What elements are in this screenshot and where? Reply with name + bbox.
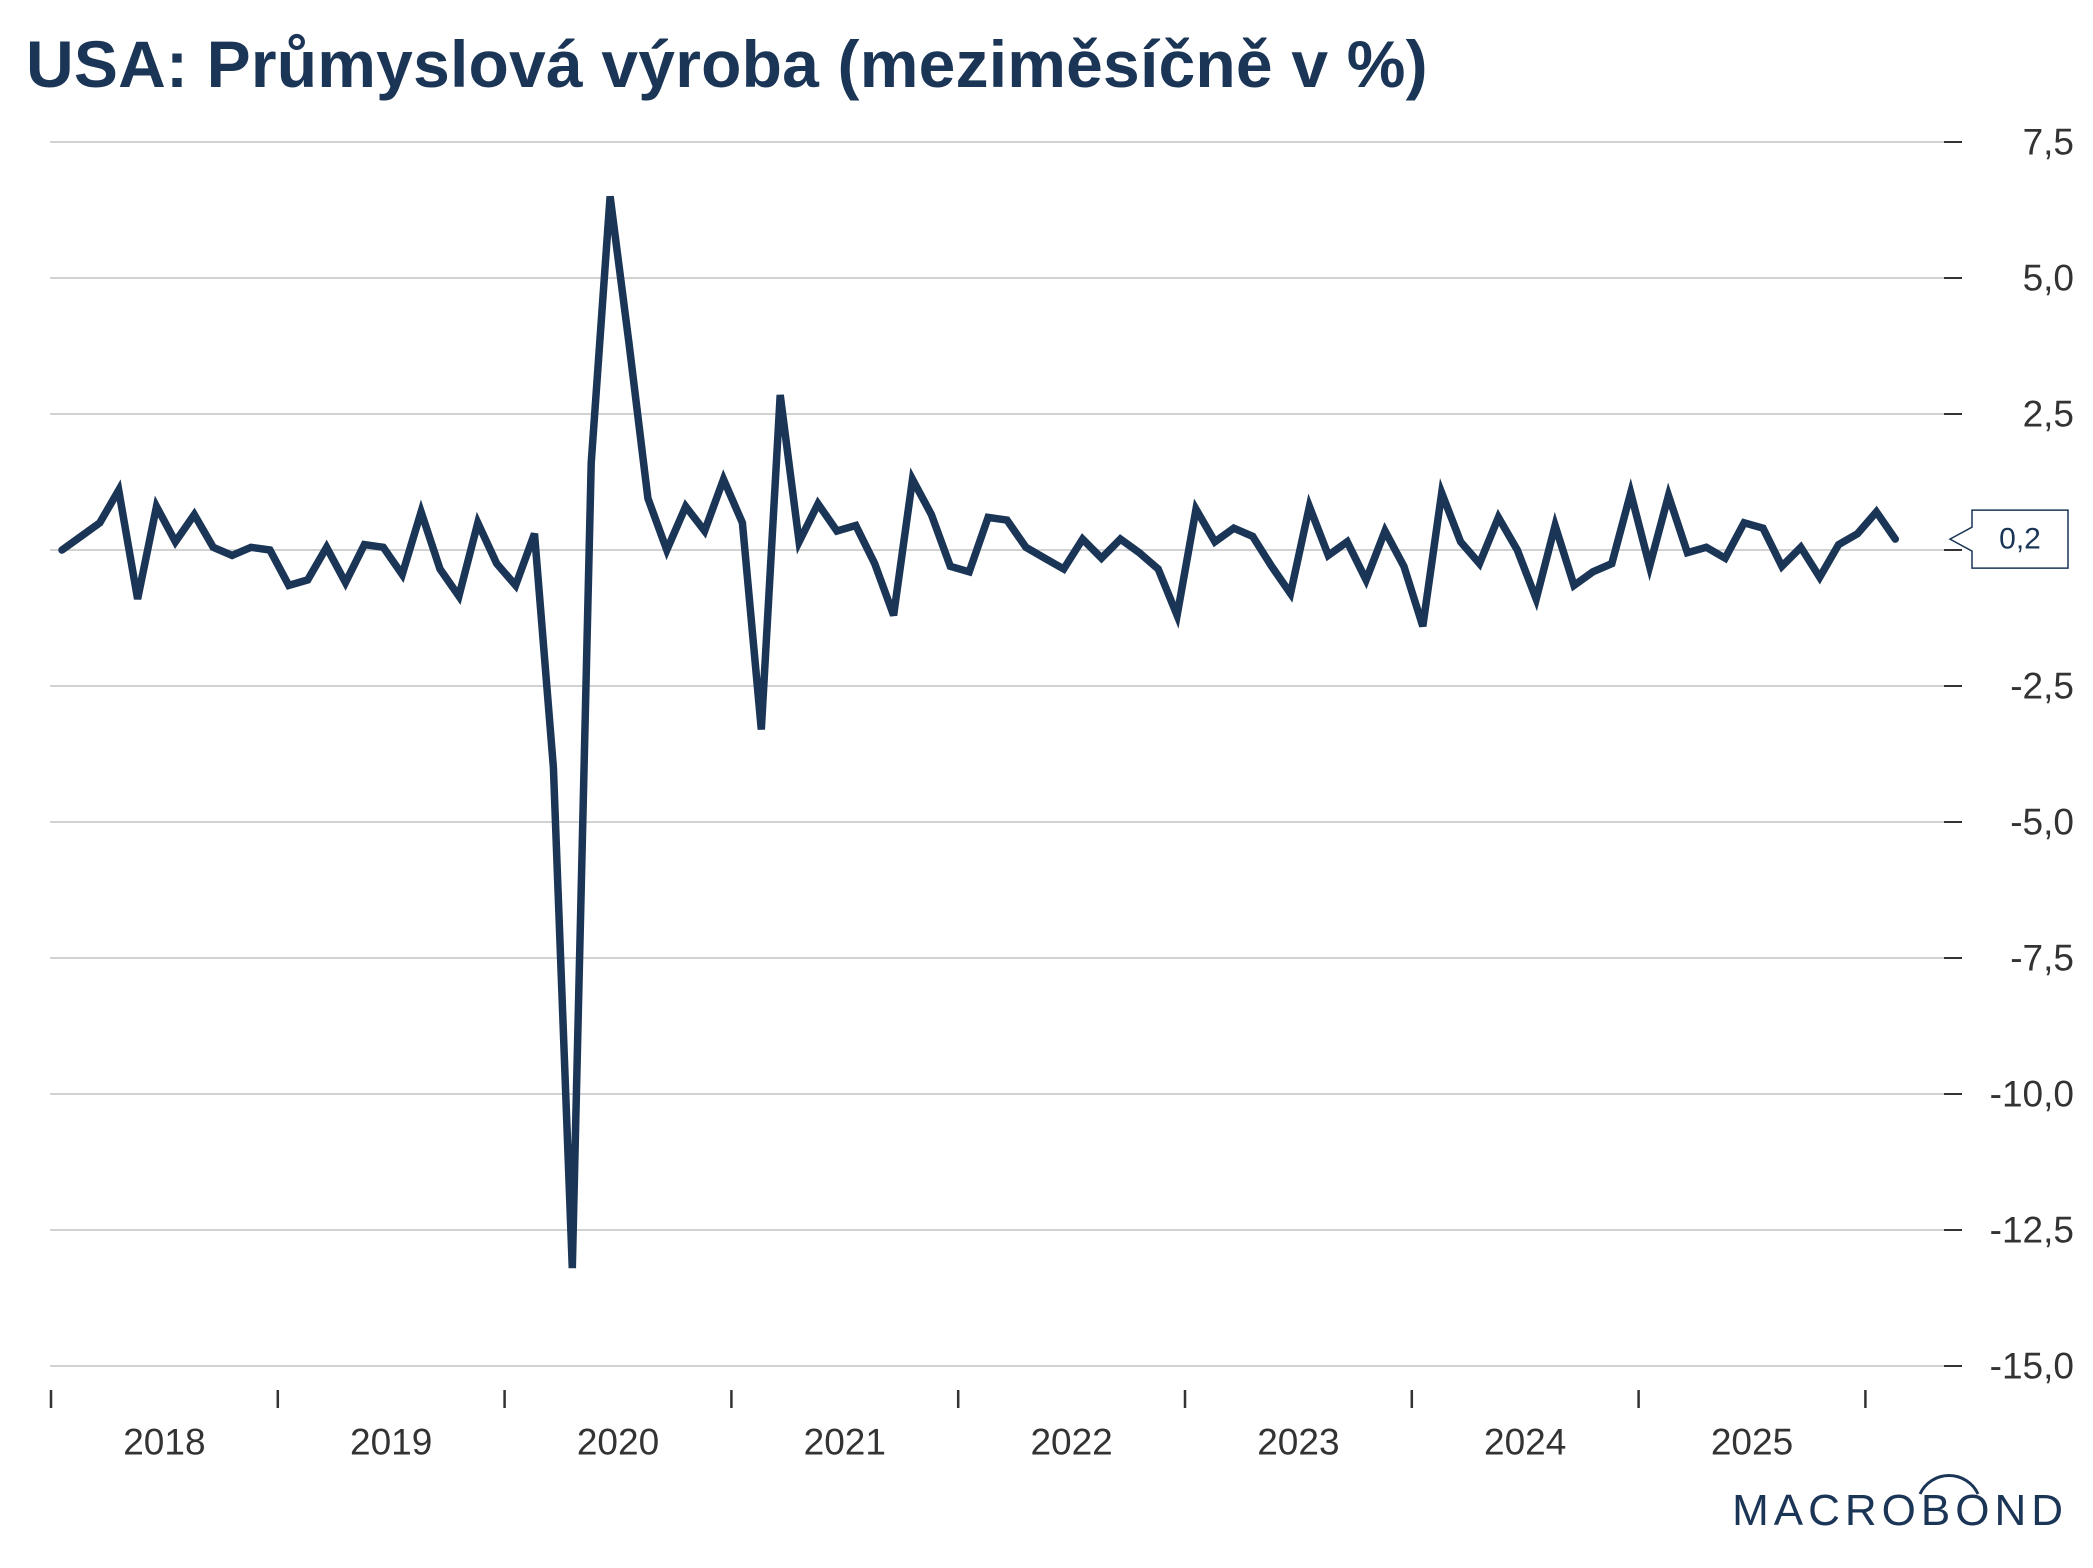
- last-value-callout: 0,2: [1948, 509, 2069, 569]
- x-tick-label: 2018: [123, 1422, 205, 1463]
- x-tick-label: 2024: [1484, 1422, 1566, 1463]
- macrobond-logo-arc: [1918, 1474, 1980, 1495]
- y-tick-label: -7,5: [2010, 938, 2074, 979]
- x-tick-label: 2022: [1030, 1422, 1112, 1463]
- y-tick-label: -15,0: [1990, 1346, 2074, 1387]
- series-line: [58, 195, 1900, 1269]
- x-tick-label: 2025: [1711, 1422, 1793, 1463]
- y-axis: 7,5 5,0 2,5 -2,5 -5,0 -7,5 -10,0 -12,5 -15,0: [1944, 122, 2074, 1387]
- y-tick-label: -10,0: [1990, 1074, 2074, 1115]
- x-axis: 2018 2019 2020 2021 2022 2023 2024 2025: [49, 1390, 1867, 1463]
- grid-lines: [50, 141, 1962, 1367]
- y-tick-label: 7,5: [2023, 122, 2074, 163]
- last-value-callout-box: [1948, 509, 2069, 569]
- last-value-label: 0,2: [1999, 523, 2041, 556]
- macrobond-logo: MACROBOND: [1732, 1474, 2068, 1535]
- y-tick-label: -12,5: [1990, 1210, 2074, 1251]
- macrobond-logo-text: MACROBOND: [1732, 1486, 2068, 1535]
- x-tick-label: 2019: [350, 1422, 432, 1463]
- y-tick-label: 5,0: [2023, 258, 2074, 299]
- chart-title: USA: Průmyslová výroba (meziměsíčně v %): [26, 27, 1428, 101]
- x-tick-label: 2023: [1257, 1422, 1339, 1463]
- x-tick-label: 2021: [804, 1422, 886, 1463]
- series-layer: [58, 195, 1900, 1269]
- y-tick-label: -5,0: [2010, 802, 2074, 843]
- y-tick-label: 2,5: [2023, 394, 2074, 435]
- x-tick-label: 2020: [577, 1422, 659, 1463]
- y-tick-label: -2,5: [2010, 666, 2074, 707]
